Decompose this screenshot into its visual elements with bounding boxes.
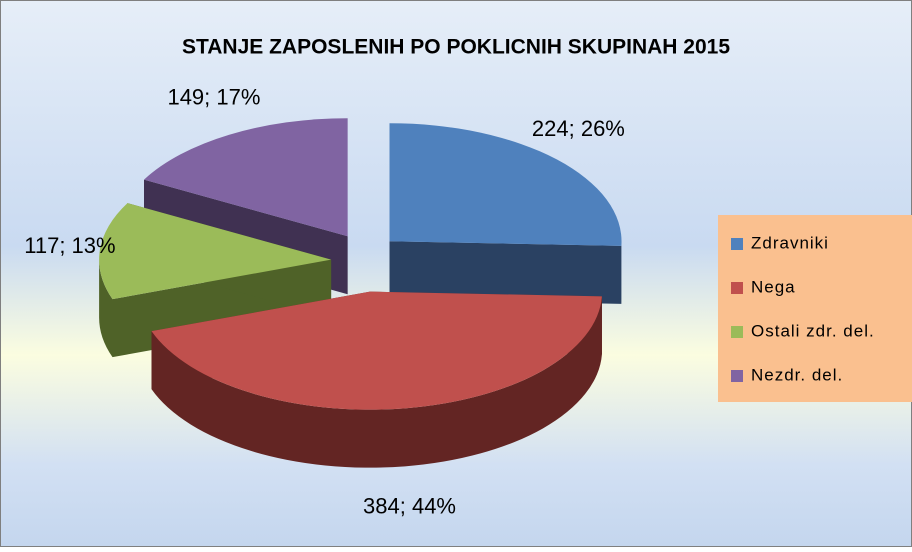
data-label: 224; 26%: [532, 116, 625, 141]
legend-swatch: [731, 326, 743, 338]
legend-swatch: [731, 238, 743, 250]
legend-label: Ostali zdr. del.: [751, 321, 875, 340]
legend-label: Nega: [751, 277, 796, 296]
chart-title: STANJE ZAPOSLENIH PO POKLICNIH SKUPINAH …: [182, 36, 730, 59]
data-label: 149; 17%: [167, 84, 260, 109]
data-label: 117; 13%: [24, 233, 115, 258]
data-label: 384; 44%: [363, 494, 456, 519]
legend-swatch: [731, 282, 743, 294]
legend-swatch: [731, 370, 743, 382]
legend-label: Nezdr. del.: [751, 365, 843, 384]
legend-label: Zdravniki: [751, 233, 829, 252]
